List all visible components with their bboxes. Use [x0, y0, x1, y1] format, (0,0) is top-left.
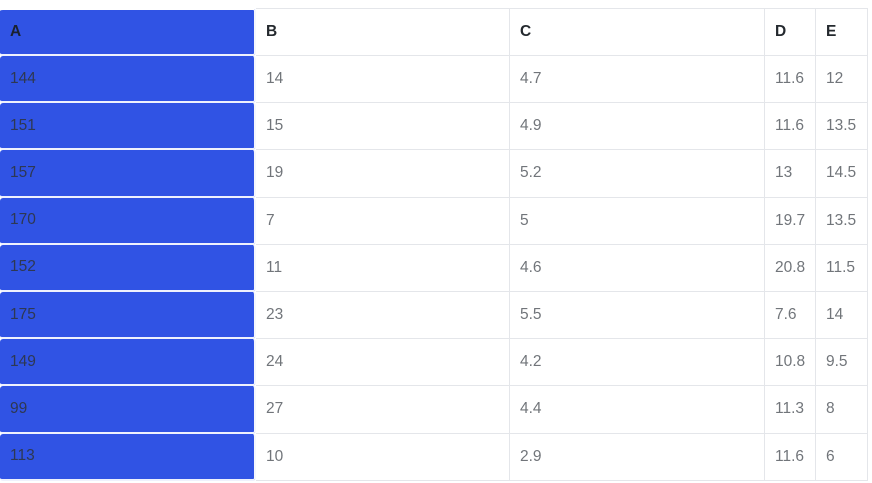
cell-e-row3[interactable]: 14.5 [816, 150, 868, 198]
cell-d-row7[interactable]: 10.8 [765, 339, 816, 387]
column-header-c[interactable]: C [510, 8, 765, 56]
cell-d-row8[interactable]: 11.3 [765, 386, 816, 434]
cell-e-row5[interactable]: 11.5 [816, 244, 868, 292]
cell-c-row7[interactable]: 4.2 [510, 339, 765, 387]
table-row: 157 19 5.2 13 14.5 [0, 150, 868, 198]
cell-a-row7[interactable]: 149 [0, 339, 256, 387]
table-row: 152 11 4.6 20.8 11.5 [0, 244, 868, 292]
table-row: 144 14 4.7 11.6 12 [0, 56, 868, 104]
cell-b-row4[interactable]: 7 [256, 197, 510, 245]
cell-c-row4[interactable]: 5 [510, 197, 765, 245]
cell-b-row3[interactable]: 19 [256, 150, 510, 198]
cell-d-row1[interactable]: 11.6 [765, 56, 816, 104]
cell-c-row8[interactable]: 4.4 [510, 386, 765, 434]
column-header-d[interactable]: D [765, 8, 816, 56]
cell-a-row8[interactable]: 99 [0, 386, 256, 434]
column-header-e[interactable]: E [816, 8, 868, 56]
cell-d-row4[interactable]: 19.7 [765, 197, 816, 245]
cell-e-row6[interactable]: 14 [816, 291, 868, 340]
cell-d-row2[interactable]: 11.6 [765, 103, 816, 151]
column-header-b[interactable]: B [256, 8, 510, 56]
table-row: 113 10 2.9 11.6 6 [0, 433, 868, 481]
cell-e-row2[interactable]: 13.5 [816, 103, 868, 151]
cell-e-row9[interactable]: 6 [816, 433, 868, 481]
cell-e-row1[interactable]: 12 [816, 56, 868, 104]
table-row: 175 23 5.5 7.6 14 [0, 291, 868, 340]
table-row: 170 7 5 19.7 13.5 [0, 197, 868, 245]
cell-d-row9[interactable]: 11.6 [765, 433, 816, 481]
cell-a-row6[interactable]: 175 [0, 291, 256, 340]
cell-a-row1[interactable]: 144 [0, 56, 256, 104]
table-row: 151 15 4.9 11.6 13.5 [0, 103, 868, 151]
cell-c-row1[interactable]: 4.7 [510, 56, 765, 104]
table-body: 144 14 4.7 11.6 12 151 15 4.9 11.6 13.5 157 19 5.2 13… [0, 56, 868, 481]
cell-b-row9[interactable]: 10 [256, 433, 510, 481]
cell-e-row8[interactable]: 8 [816, 386, 868, 434]
cell-b-row7[interactable]: 24 [256, 339, 510, 387]
cell-b-row6[interactable]: 23 [256, 291, 510, 340]
cell-c-row6[interactable]: 5.5 [510, 291, 765, 340]
cell-d-row6[interactable]: 7.6 [765, 291, 816, 340]
cell-c-row2[interactable]: 4.9 [510, 103, 765, 151]
cell-b-row2[interactable]: 15 [256, 103, 510, 151]
cell-b-row5[interactable]: 11 [256, 244, 510, 292]
cell-a-row4[interactable]: 170 [0, 197, 256, 245]
cell-a-row5[interactable]: 152 [0, 244, 256, 292]
cell-a-row3[interactable]: 157 [0, 150, 256, 198]
column-header-a[interactable]: A [0, 8, 256, 56]
cell-b-row8[interactable]: 27 [256, 386, 510, 434]
cell-e-row7[interactable]: 9.5 [816, 339, 868, 387]
cell-d-row3[interactable]: 13 [765, 150, 816, 198]
table-row: 99 27 4.4 11.3 8 [0, 386, 868, 434]
cell-e-row4[interactable]: 13.5 [816, 197, 868, 245]
cell-d-row5[interactable]: 20.8 [765, 244, 816, 292]
cell-a-row2[interactable]: 151 [0, 103, 256, 151]
table-row: 149 24 4.2 10.8 9.5 [0, 339, 868, 387]
cell-c-row9[interactable]: 2.9 [510, 433, 765, 481]
cell-c-row3[interactable]: 5.2 [510, 150, 765, 198]
cell-c-row5[interactable]: 4.6 [510, 244, 765, 292]
cell-a-row9[interactable]: 113 [0, 433, 256, 481]
cell-b-row1[interactable]: 14 [256, 56, 510, 104]
